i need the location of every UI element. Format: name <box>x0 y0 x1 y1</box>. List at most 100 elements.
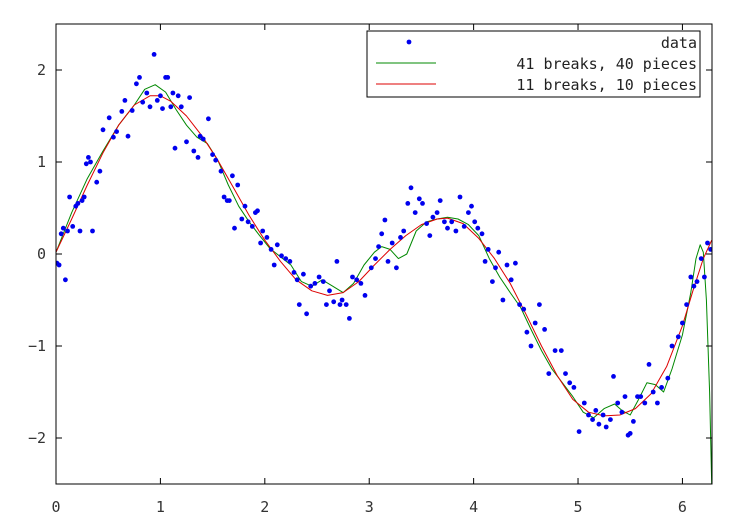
data-point <box>669 343 675 349</box>
data-point <box>354 277 360 283</box>
data-point <box>453 228 459 234</box>
x-tick-label: 1 <box>156 498 165 516</box>
data-point <box>337 302 343 307</box>
data-point <box>461 224 467 229</box>
data-point <box>420 201 425 206</box>
data-point <box>479 231 485 237</box>
data-point <box>83 161 89 167</box>
data-point <box>504 262 510 268</box>
data-point <box>63 277 68 283</box>
data-point <box>684 302 689 307</box>
data-point <box>437 198 443 204</box>
data-point <box>140 99 146 105</box>
data-point <box>324 302 329 307</box>
data-point <box>622 394 628 399</box>
data-point <box>590 417 595 422</box>
data-point <box>81 194 87 200</box>
data-point <box>88 159 93 165</box>
data-point <box>242 203 248 209</box>
data-point <box>373 256 378 261</box>
data-point <box>283 256 289 261</box>
data-point <box>675 334 681 340</box>
data-point <box>65 228 70 234</box>
data-point <box>615 400 621 406</box>
data-point <box>170 90 176 96</box>
data-point <box>521 306 527 312</box>
data-point <box>434 210 440 216</box>
data-point <box>398 235 403 240</box>
data-point <box>600 412 606 418</box>
data-point <box>482 259 488 264</box>
y-tick-label: −1 <box>28 337 46 355</box>
data-point <box>147 104 153 110</box>
data-point <box>608 417 613 422</box>
data-point <box>430 214 436 220</box>
data-point <box>187 95 193 100</box>
y-tick-label: 0 <box>37 245 46 263</box>
x-tick-label: 4 <box>469 498 478 516</box>
data-point <box>401 228 407 234</box>
x-tick-label: 6 <box>678 498 687 516</box>
data-point <box>576 429 582 434</box>
legend-data-marker <box>406 39 412 45</box>
series-layer <box>56 52 712 484</box>
data-point <box>334 259 340 264</box>
data-point <box>691 283 697 289</box>
y-tick-label: 2 <box>37 61 46 79</box>
data-point <box>546 371 552 376</box>
data-point <box>168 104 174 110</box>
data-point <box>75 201 81 206</box>
data-point <box>603 424 609 430</box>
data-point <box>552 348 558 353</box>
data-point <box>268 247 274 252</box>
ticks-layer: 0 1 2 3 4 5 6 −2 −1 0 1 2 <box>28 24 712 516</box>
data-point <box>58 231 64 237</box>
data-point <box>287 259 293 264</box>
data-point <box>358 281 364 286</box>
data-point <box>347 316 352 321</box>
data-point <box>638 394 644 399</box>
data-point <box>571 385 577 390</box>
data-point <box>368 265 374 271</box>
data-point <box>694 279 700 284</box>
data-point <box>122 98 128 103</box>
data-point <box>558 348 564 353</box>
data-point <box>331 299 337 305</box>
data-point <box>563 371 568 376</box>
data-point <box>67 194 72 200</box>
data-point <box>405 201 411 206</box>
y-tick-label: 1 <box>37 153 46 171</box>
plot-background <box>56 24 712 484</box>
y-tick-label: −2 <box>28 429 46 447</box>
data-point <box>339 297 345 303</box>
data-point <box>650 389 656 395</box>
data-point <box>100 127 106 133</box>
data-point <box>79 198 85 204</box>
data-point <box>469 203 474 209</box>
data-point <box>389 240 395 246</box>
data-point <box>264 235 270 240</box>
data-point <box>408 185 414 191</box>
x-tick-label: 3 <box>365 498 374 516</box>
data-point <box>445 225 450 231</box>
data-point <box>129 108 135 113</box>
data-point <box>255 208 260 214</box>
data-point <box>316 274 322 280</box>
data-point <box>160 106 165 111</box>
data-point <box>304 311 309 317</box>
series-line-1 <box>56 84 712 484</box>
data-point <box>466 210 471 216</box>
data-point <box>154 98 160 103</box>
data-point <box>581 400 587 406</box>
data-point <box>659 385 664 390</box>
x-tick-label: 2 <box>260 498 269 516</box>
data-point <box>94 179 100 185</box>
data-point <box>619 409 625 415</box>
data-point <box>708 247 712 252</box>
data-point <box>239 216 245 222</box>
data-point <box>184 139 189 145</box>
data-point <box>245 219 251 225</box>
data-point <box>320 279 326 284</box>
data-point <box>537 302 542 307</box>
